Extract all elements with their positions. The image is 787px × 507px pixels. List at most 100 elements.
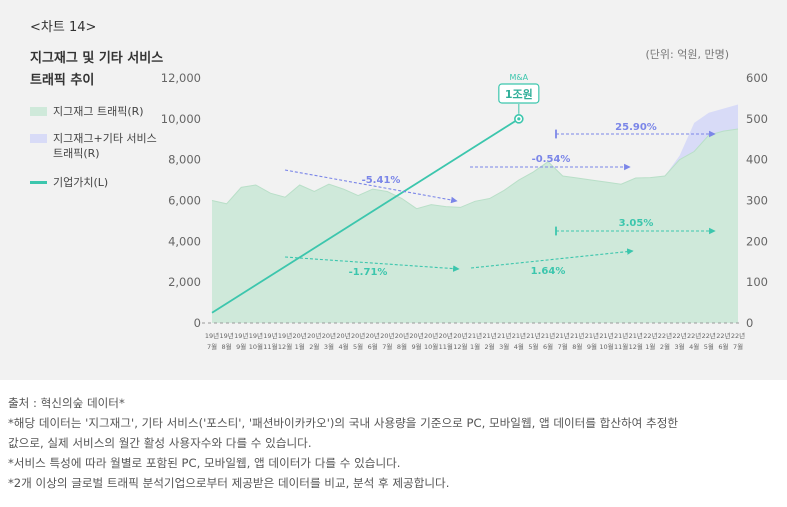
- callout-box: [498, 83, 540, 104]
- x-tick-month: 2월: [485, 342, 495, 351]
- x-tick-year: 22년: [731, 331, 745, 340]
- x-tick-year: 21년: [629, 331, 643, 340]
- y-left-tick: 2,000: [168, 275, 201, 289]
- x-tick-month: 8월: [222, 342, 232, 351]
- legend-label-zigzag-other: 지그재그+기타 서비스 트래픽(R): [53, 132, 157, 160]
- footnotes: 출처 : 혁신의숲 데이터* *해당 데이터는 '지그재그', 기타 서비스('…: [8, 393, 778, 493]
- chart: 0 2,000 4,000 6,000 8,000 10,000 12,000 0 100 200…: [161, 71, 768, 351]
- x-tick-month: 1월: [470, 342, 480, 351]
- label-minus-1-71: -1.71%: [349, 267, 388, 278]
- x-tick-month: 4월: [338, 342, 348, 351]
- footnote-3: *2개 이상의 글로벌 트래픽 분석기업으로부터 제공받은 데이터를 비교, 분…: [8, 476, 450, 490]
- arrow-minus-5-41: [284, 169, 458, 204]
- arrow-minus-1-71: [284, 256, 460, 272]
- x-tick-year: 20년: [336, 331, 350, 340]
- x-tick-month: 10월: [249, 342, 263, 351]
- x-tick-month: 6월: [718, 342, 728, 351]
- y-left-tick: 10,000: [161, 112, 201, 126]
- x-tick-year: 20년: [322, 331, 336, 340]
- x-tick-year: 20년: [424, 331, 438, 340]
- annotation-1jo: 1조원: [505, 87, 533, 101]
- footnote-2: *서비스 특성에 따라 월별로 포함된 PC, 모바일웹, 앱 데이터가 다를 …: [8, 456, 401, 470]
- x-tick-month: 3월: [324, 342, 334, 351]
- x-tick-year: 22년: [672, 331, 686, 340]
- x-tick-month: 12월: [629, 342, 643, 351]
- x-tick-year: 22년: [658, 331, 672, 340]
- x-tick-month: 7월: [733, 342, 743, 351]
- x-tick-year: 21년: [599, 331, 613, 340]
- x-tick-month: 5월: [704, 342, 714, 351]
- x-tick-month: 9월: [587, 342, 597, 351]
- y-right-tick: 100: [746, 275, 768, 289]
- y-left-tick: 4,000: [168, 234, 201, 248]
- annotation-ma: M&A: [510, 73, 529, 82]
- unit-label: (단위: 억원, 만명): [645, 48, 730, 61]
- x-tick-month: 8월: [572, 342, 582, 351]
- y-left-tick: 6,000: [168, 194, 201, 208]
- legend-label-valuation: 기업가치(L): [53, 176, 109, 189]
- x-tick-year: 20년: [395, 331, 409, 340]
- x-tick-year: 19년: [263, 331, 277, 340]
- x-tick-year: 21년: [614, 331, 628, 340]
- chart-number: <차트 14>: [30, 20, 97, 35]
- x-tick-year: 22년: [643, 331, 657, 340]
- x-tick-month: 4월: [514, 342, 524, 351]
- x-tick-year: 20년: [366, 331, 380, 340]
- x-tick-month: 11월: [263, 342, 277, 351]
- x-tick-month: 12월: [278, 342, 292, 351]
- x-tick-year: 21년: [468, 331, 482, 340]
- x-tick-year: 21년: [570, 331, 584, 340]
- legend-label-zigzag: 지그재그 트래픽(R): [53, 105, 144, 118]
- x-tick-year: 19년: [278, 331, 292, 340]
- x-tick-year: 20년: [439, 331, 453, 340]
- x-tick-month: 6월: [543, 342, 553, 351]
- x-tick-year: 22년: [716, 331, 730, 340]
- x-tick-year: 20년: [453, 331, 467, 340]
- x-tick-year: 21년: [556, 331, 570, 340]
- y-right-tick: 0: [746, 316, 753, 330]
- x-tick-month: 7월: [207, 342, 217, 351]
- x-tick-month: 12월: [453, 342, 467, 351]
- x-tick-month: 11월: [614, 342, 628, 351]
- x-tick-year: 19년: [205, 331, 219, 340]
- x-tick-month: 9월: [236, 342, 246, 351]
- x-tick-month: 4월: [689, 342, 699, 351]
- label-3-05: 3.05%: [619, 218, 654, 229]
- x-tick-month: 11월: [439, 342, 453, 351]
- x-tick-month: 10월: [599, 342, 613, 351]
- x-tick-year: 20년: [351, 331, 365, 340]
- label-25-90: 25.90%: [615, 122, 657, 133]
- footnote-1a: *해당 데이터는 '지그재그', 기타 서비스('포스티', '패션바이카카오'…: [8, 416, 679, 430]
- x-tick-year: 22년: [702, 331, 716, 340]
- x-tick-year: 20년: [307, 331, 321, 340]
- x-tick-month: 7월: [558, 342, 568, 351]
- y-right-tick: 500: [746, 112, 768, 126]
- x-tick-year: 21년: [482, 331, 496, 340]
- x-tick-month: 5월: [353, 342, 363, 351]
- chart-title-line1: 지그재그 및 기타 서비스: [30, 51, 164, 66]
- x-tick-month: 2월: [309, 342, 319, 351]
- x-tick-year: 21년: [512, 331, 526, 340]
- x-tick-year: 21년: [541, 331, 555, 340]
- x-tick-month: 3월: [674, 342, 684, 351]
- area-outline: [211, 128, 739, 210]
- x-tick-year: 22년: [687, 331, 701, 340]
- x-tick-month: 3월: [499, 342, 509, 351]
- area-series-1: [212, 129, 738, 323]
- x-tick-month: 1월: [645, 342, 655, 351]
- y-right-tick: 300: [746, 194, 768, 208]
- x-tick-month: 8월: [397, 342, 407, 351]
- y-left-tick: 12,000: [161, 71, 201, 85]
- x-tick-year: 20년: [409, 331, 423, 340]
- valuation-point-center: [517, 117, 521, 121]
- x-tick-month: 6월: [368, 342, 378, 351]
- y-right-tick: 600: [746, 71, 768, 85]
- x-tick-year: 21년: [526, 331, 540, 340]
- x-tick-year: 20년: [293, 331, 307, 340]
- y-left-tick: 0: [194, 316, 201, 330]
- x-tick-year: 19년: [249, 331, 263, 340]
- x-tick-month: 9월: [411, 342, 421, 351]
- legend-swatch-zigzag-other: [30, 134, 47, 143]
- legend-swatch-zigzag: [30, 107, 47, 116]
- y-right-tick: 400: [746, 153, 768, 167]
